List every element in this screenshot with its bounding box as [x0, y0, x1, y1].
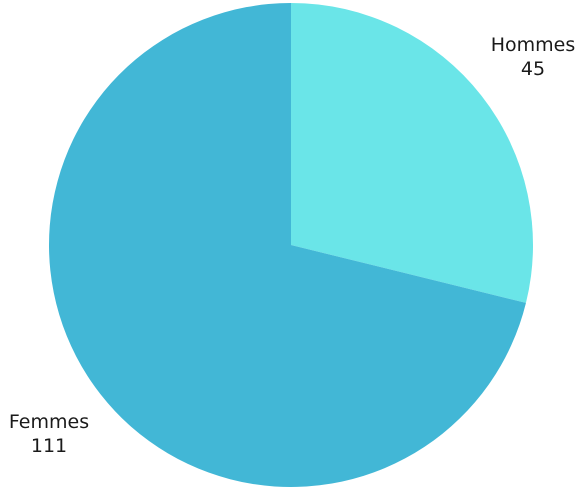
slice-label-femmes-name: Femmes [8, 411, 90, 433]
pie-slice-femmes [49, 3, 526, 488]
pie-slice-hommes [291, 3, 534, 303]
slice-label-hommes-name: Hommes [490, 34, 576, 56]
slice-label-hommes: Hommes 45 [478, 33, 581, 81]
slice-label-femmes-value: 111 [30, 435, 68, 457]
slice-label-femmes: Femmes 111 [0, 410, 104, 458]
slice-label-hommes-value: 45 [520, 58, 546, 80]
pie-slices [49, 3, 534, 488]
